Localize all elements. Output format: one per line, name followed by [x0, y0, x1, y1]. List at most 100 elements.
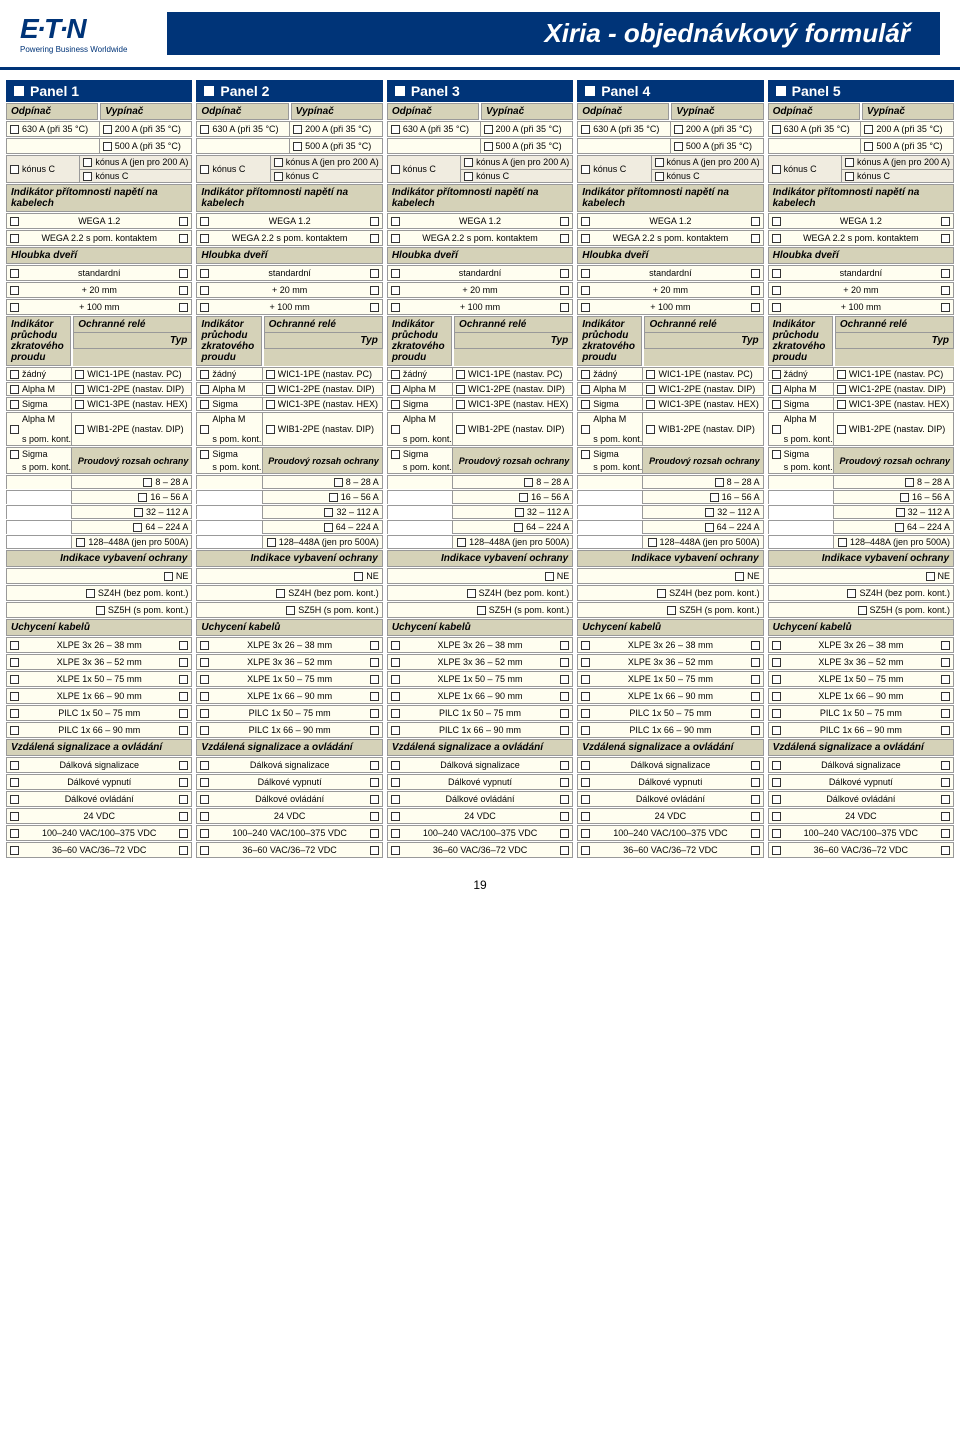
- checkbox[interactable]: [581, 165, 590, 174]
- checkbox[interactable]: [200, 450, 209, 459]
- checkbox[interactable]: [895, 523, 904, 532]
- checkbox[interactable]: [772, 125, 781, 134]
- checkbox[interactable]: [646, 370, 655, 379]
- checkbox[interactable]: [200, 286, 209, 295]
- checkbox[interactable]: [581, 217, 590, 226]
- checkbox[interactable]: [370, 269, 379, 278]
- checkbox[interactable]: [370, 795, 379, 804]
- checkbox[interactable]: [391, 846, 400, 855]
- checkbox[interactable]: [772, 812, 781, 821]
- checkbox[interactable]: [10, 829, 19, 838]
- checkbox[interactable]: [200, 795, 209, 804]
- checkbox[interactable]: [545, 572, 554, 581]
- checkbox[interactable]: [560, 726, 569, 735]
- checkbox[interactable]: [581, 400, 590, 409]
- checkbox[interactable]: [560, 234, 569, 243]
- checkbox[interactable]: [772, 234, 781, 243]
- checkbox[interactable]: [941, 846, 950, 855]
- checkbox[interactable]: [266, 425, 275, 434]
- checkbox[interactable]: [267, 538, 276, 547]
- checkbox[interactable]: [581, 812, 590, 821]
- checkbox[interactable]: [456, 370, 465, 379]
- checkbox[interactable]: [179, 234, 188, 243]
- checkbox[interactable]: [200, 400, 209, 409]
- checkbox[interactable]: [751, 726, 760, 735]
- checkbox[interactable]: [646, 385, 655, 394]
- checkbox[interactable]: [941, 658, 950, 667]
- checkbox[interactable]: [200, 675, 209, 684]
- checkbox[interactable]: [391, 675, 400, 684]
- checkbox[interactable]: [200, 709, 209, 718]
- checkbox[interactable]: [293, 125, 302, 134]
- checkbox[interactable]: [391, 658, 400, 667]
- checkbox[interactable]: [456, 385, 465, 394]
- checkbox[interactable]: [837, 400, 846, 409]
- checkbox[interactable]: [391, 234, 400, 243]
- checkbox[interactable]: [391, 303, 400, 312]
- checkbox[interactable]: [200, 165, 209, 174]
- checkbox[interactable]: [456, 425, 465, 434]
- checkbox[interactable]: [772, 370, 781, 379]
- checkbox[interactable]: [200, 812, 209, 821]
- checkbox[interactable]: [941, 812, 950, 821]
- checkbox[interactable]: [581, 641, 590, 650]
- checkbox[interactable]: [772, 450, 781, 459]
- checkbox[interactable]: [391, 761, 400, 770]
- checkbox[interactable]: [10, 692, 19, 701]
- checkbox[interactable]: [772, 658, 781, 667]
- checkbox[interactable]: [941, 641, 950, 650]
- checkbox[interactable]: [286, 606, 295, 615]
- checkbox[interactable]: [941, 761, 950, 770]
- checkbox[interactable]: [560, 286, 569, 295]
- checkbox[interactable]: [391, 286, 400, 295]
- checkbox[interactable]: [751, 795, 760, 804]
- checkbox[interactable]: [164, 572, 173, 581]
- checkbox[interactable]: [200, 234, 209, 243]
- checkbox[interactable]: [751, 829, 760, 838]
- checkbox[interactable]: [772, 286, 781, 295]
- checkbox[interactable]: [10, 675, 19, 684]
- checkbox[interactable]: [10, 641, 19, 650]
- checkbox[interactable]: [10, 234, 19, 243]
- checkbox[interactable]: [179, 812, 188, 821]
- checkbox[interactable]: [10, 165, 19, 174]
- checkbox[interactable]: [10, 812, 19, 821]
- checkbox[interactable]: [560, 658, 569, 667]
- checkbox[interactable]: [941, 795, 950, 804]
- checkbox[interactable]: [179, 217, 188, 226]
- checkbox[interactable]: [200, 726, 209, 735]
- checkbox[interactable]: [751, 641, 760, 650]
- checkbox[interactable]: [560, 795, 569, 804]
- checkbox[interactable]: [179, 709, 188, 718]
- checkbox[interactable]: [667, 606, 676, 615]
- checkbox[interactable]: [391, 217, 400, 226]
- checkbox[interactable]: [581, 829, 590, 838]
- checkbox[interactable]: [370, 217, 379, 226]
- checkbox[interactable]: [751, 812, 760, 821]
- checkbox[interactable]: [751, 234, 760, 243]
- checkbox[interactable]: [581, 425, 590, 434]
- checkbox[interactable]: [560, 641, 569, 650]
- checkbox[interactable]: [370, 641, 379, 650]
- checkbox[interactable]: [391, 829, 400, 838]
- checkbox[interactable]: [581, 370, 590, 379]
- checkbox[interactable]: [772, 400, 781, 409]
- checkbox[interactable]: [10, 846, 19, 855]
- checkbox[interactable]: [133, 523, 142, 532]
- checkbox[interactable]: [324, 508, 333, 517]
- checkbox[interactable]: [847, 589, 856, 598]
- checkbox[interactable]: [926, 572, 935, 581]
- checkbox[interactable]: [751, 286, 760, 295]
- checkbox[interactable]: [772, 675, 781, 684]
- checkbox[interactable]: [772, 425, 781, 434]
- checkbox[interactable]: [715, 478, 724, 487]
- checkbox[interactable]: [200, 217, 209, 226]
- checkbox[interactable]: [941, 269, 950, 278]
- checkbox[interactable]: [560, 709, 569, 718]
- checkbox[interactable]: [329, 493, 338, 502]
- checkbox[interactable]: [324, 523, 333, 532]
- checkbox[interactable]: [941, 726, 950, 735]
- checkbox[interactable]: [293, 142, 302, 151]
- checkbox[interactable]: [83, 172, 92, 181]
- checkbox[interactable]: [10, 726, 19, 735]
